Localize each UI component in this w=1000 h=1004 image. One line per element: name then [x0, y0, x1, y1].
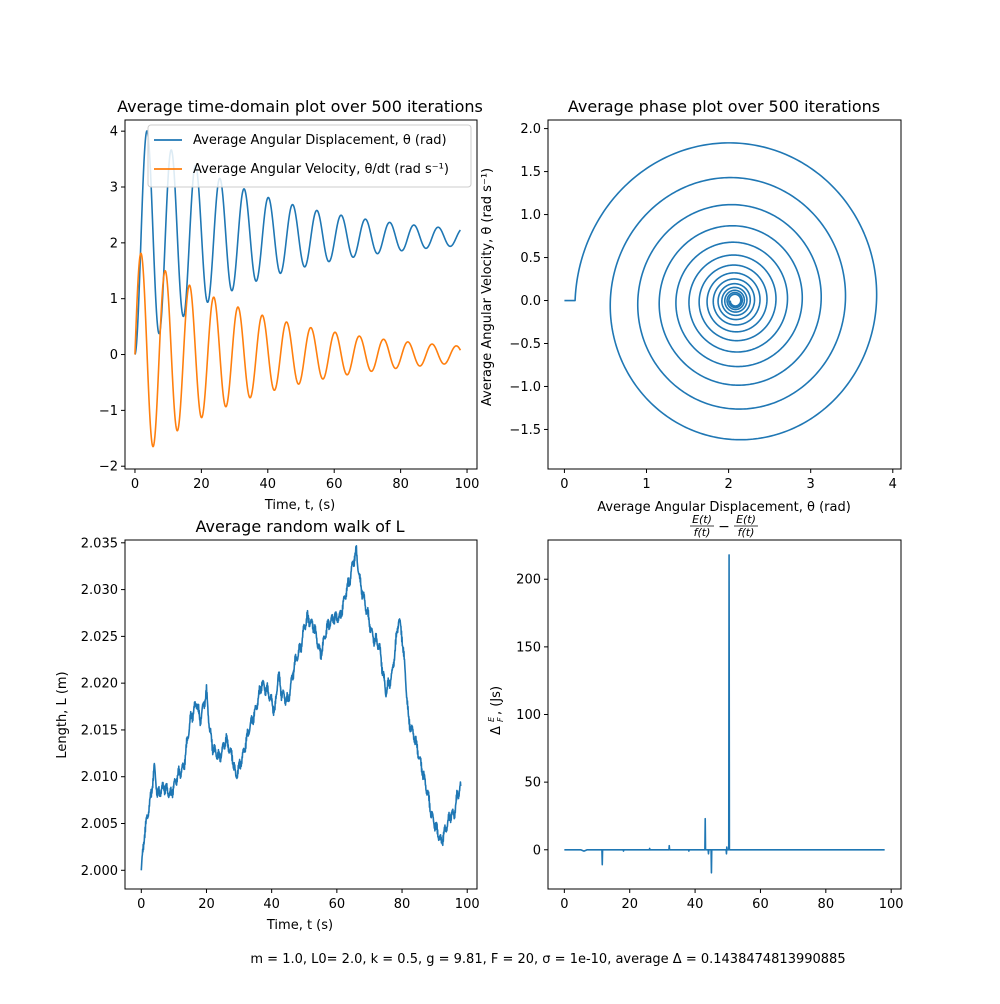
ylabel-delta: Δ: [489, 726, 504, 735]
y-tick-label: 2: [110, 236, 118, 251]
y-tick-label: −1.5: [509, 423, 541, 438]
x-tick-label: 4: [889, 477, 897, 492]
random-walk-xlabel: Time, t (s): [266, 918, 333, 933]
y-tick-label: 100: [516, 708, 541, 723]
energy-delta-title: E(t) f(t) − E(t) f(t): [690, 513, 758, 539]
y-tick-label: 0.5: [520, 251, 541, 266]
y-tick-label: 2.010: [81, 770, 118, 785]
energy-delta-ylabel: Δ E F , (Js): [487, 686, 505, 735]
x-tick-label: 3: [807, 477, 815, 492]
x-tick-label: 60: [326, 477, 343, 492]
x-tick-label: 2: [724, 477, 732, 492]
x-tick-label: 0: [137, 897, 145, 912]
x-tick-label: 20: [621, 897, 638, 912]
x-tick-label: 80: [818, 897, 835, 912]
ylabel-den: F: [496, 717, 505, 722]
title-denominator-1: f(t): [694, 526, 711, 539]
energy-delta-axes-frame: [547, 539, 902, 890]
y-tick-label: 2.020: [81, 677, 118, 692]
phase-plot: Average phase plot over 500 iterations A…: [480, 97, 902, 515]
y-tick-label: 50: [524, 776, 541, 791]
y-tick-label: −2: [99, 460, 118, 475]
title-minus: −: [718, 519, 730, 535]
time-domain-title: Average time-domain plot over 500 iterat…: [117, 97, 483, 116]
title-numerator-2: E(t): [736, 513, 756, 526]
random-walk-ylabel: Length, L (m): [55, 671, 70, 758]
phase-spiral-line: [564, 142, 878, 441]
time-domain-plot: Average time-domain plot over 500 iterat…: [99, 97, 483, 513]
displacement-series-line: [134, 130, 461, 355]
random-walk-series-line: [140, 545, 462, 871]
x-tick-label: 80: [394, 897, 411, 912]
random-walk-plot: Average random walk of L Time, t (s) Len…: [55, 517, 480, 933]
phase-axes-frame: [547, 119, 902, 470]
y-tick-label: −1: [99, 404, 118, 419]
x-tick-label: 100: [455, 897, 480, 912]
time-domain-legend: Average Angular Displacement, θ (rad) Av…: [147, 124, 472, 188]
title-denominator-2: f(t): [738, 526, 755, 539]
legend-label-displacement: Average Angular Displacement, θ (rad): [193, 133, 447, 148]
x-tick-label: 100: [455, 477, 480, 492]
ylabel-num: E: [487, 716, 496, 722]
x-tick-label: 40: [687, 897, 704, 912]
time-domain-axes-frame: [124, 119, 478, 470]
x-tick-label: 0: [560, 897, 568, 912]
parameters-footer: m = 1.0, L0= 2.0, k = 0.5, g = 9.81, F =…: [250, 952, 845, 967]
random-walk-axes-frame: [124, 539, 478, 890]
legend-box: [147, 124, 472, 188]
x-tick-label: 1: [642, 477, 650, 492]
x-tick-label: 100: [879, 897, 904, 912]
velocity-series-line: [134, 252, 462, 448]
phase-title: Average phase plot over 500 iterations: [568, 97, 880, 116]
y-tick-label: 0.0: [520, 294, 541, 309]
y-tick-label: 2.000: [81, 864, 118, 879]
time-domain-xlabel: Time, t, (s): [264, 498, 335, 513]
legend-label-velocity: Average Angular Velocity, θ/dt (rad s⁻¹): [193, 162, 449, 177]
energy-delta-series-line: [564, 554, 885, 874]
y-tick-label: 2.025: [81, 630, 118, 645]
x-tick-label: 20: [193, 477, 210, 492]
x-tick-label: 40: [260, 477, 277, 492]
y-tick-label: 2.005: [81, 817, 118, 832]
x-tick-label: 60: [752, 897, 769, 912]
y-tick-label: −1.0: [509, 380, 541, 395]
x-tick-label: 20: [198, 897, 215, 912]
y-tick-label: 2.035: [81, 536, 118, 551]
y-tick-label: 3: [110, 181, 118, 196]
ylabel-unit: , (Js): [489, 686, 504, 715]
x-tick-label: 60: [329, 897, 346, 912]
random-walk-title: Average random walk of L: [195, 517, 404, 536]
y-tick-label: 0: [110, 348, 118, 363]
y-tick-label: 1: [110, 292, 118, 307]
phase-xlabel: Average Angular Displacement, θ (rad): [597, 500, 851, 515]
x-tick-label: 40: [263, 897, 280, 912]
energy-delta-plot: E(t) f(t) − E(t) f(t) Δ E F , (Js) 0 20 40…: [487, 513, 904, 912]
y-tick-label: 1.5: [520, 165, 541, 180]
x-tick-label: 80: [392, 477, 409, 492]
y-tick-label: 0: [533, 843, 541, 858]
y-tick-label: 1.0: [520, 208, 541, 223]
phase-ylabel: Average Angular Velocity, θ (rad s⁻¹): [480, 168, 495, 406]
y-tick-label: 150: [516, 640, 541, 655]
y-tick-label: 200: [516, 573, 541, 588]
x-tick-label: 0: [560, 477, 568, 492]
y-tick-label: 2.030: [81, 583, 118, 598]
x-tick-label: 0: [131, 477, 139, 492]
y-tick-label: 4: [110, 125, 118, 140]
y-tick-label: −0.5: [509, 337, 541, 352]
y-tick-label: 2.015: [81, 723, 118, 738]
y-tick-label: 2.0: [520, 122, 541, 137]
title-numerator-1: E(t): [692, 513, 712, 526]
